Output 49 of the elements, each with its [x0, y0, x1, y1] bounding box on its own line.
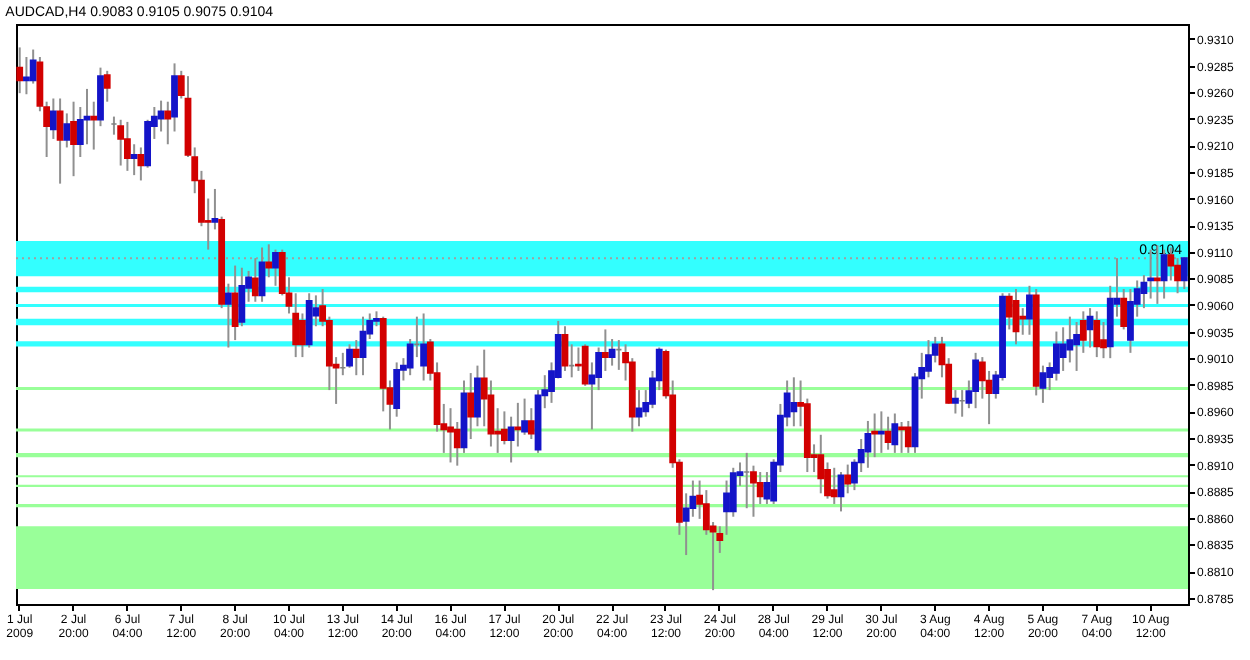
candlestick [447, 407, 454, 464]
candlestick [265, 243, 273, 279]
candlestick [864, 419, 872, 469]
candlestick [790, 376, 798, 428]
candlestick [1066, 315, 1074, 364]
candlestick [898, 421, 905, 454]
candlestick [299, 312, 306, 359]
candlestick [56, 97, 64, 185]
candlestick [635, 389, 643, 428]
candlestick [514, 401, 522, 448]
candlestick [137, 146, 145, 182]
candlestick [500, 410, 508, 446]
candlestick [157, 99, 165, 133]
candlestick [16, 46, 24, 95]
candlestick [952, 389, 959, 415]
candlestick [972, 351, 980, 410]
candlestick [527, 407, 535, 441]
candlestick [63, 112, 71, 149]
candlestick [1026, 284, 1033, 336]
candlestick [844, 463, 852, 495]
candlestick [877, 410, 885, 454]
candlestick [1093, 310, 1101, 359]
candlestick [723, 479, 730, 536]
candlestick [891, 412, 899, 454]
candlestick [117, 118, 125, 167]
candlestick [305, 292, 313, 349]
candlestick [1127, 287, 1134, 354]
candlestick [23, 55, 30, 96]
candlestick [272, 248, 279, 287]
candlestick [817, 433, 825, 495]
candlestick [352, 339, 360, 377]
candlestick [1052, 330, 1060, 382]
candlestick [830, 466, 838, 505]
candlestick [904, 419, 912, 454]
candlestick [224, 282, 232, 349]
candlestick [292, 292, 300, 359]
candlestick [467, 372, 475, 441]
candlestick [1180, 256, 1188, 290]
candlestick [251, 257, 259, 303]
candlestick [231, 264, 239, 342]
candlestick [124, 120, 131, 172]
candlestick [90, 100, 98, 151]
candlestick [601, 328, 609, 372]
candlestick [1019, 307, 1027, 336]
candlestick [70, 100, 77, 178]
candlestick [130, 143, 138, 177]
candlestick [420, 312, 428, 382]
candlestick [346, 343, 353, 369]
candlestick [837, 471, 845, 513]
